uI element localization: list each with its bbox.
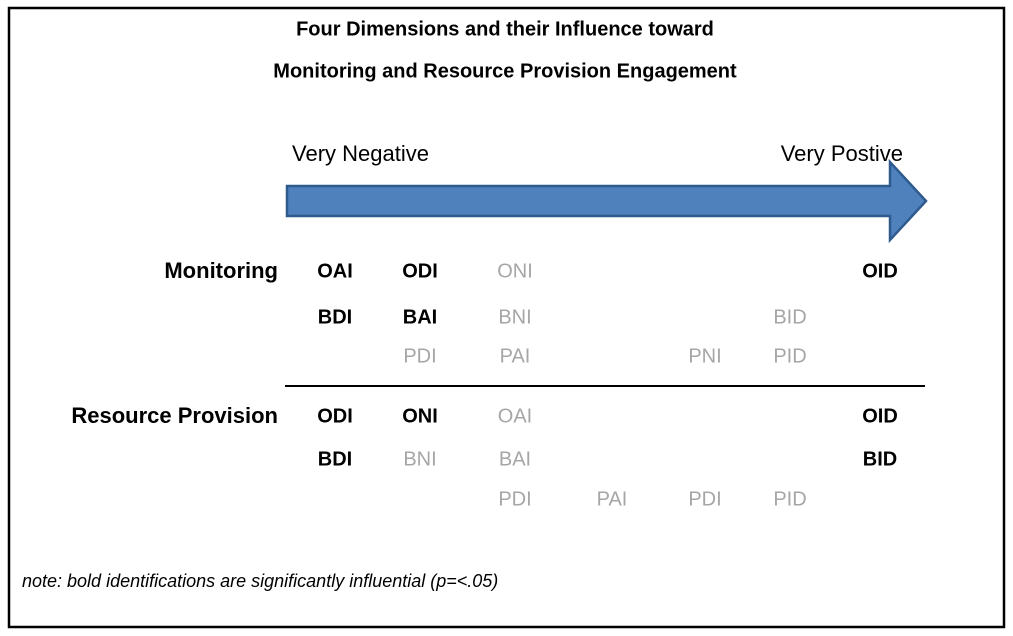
identification: BDI xyxy=(318,448,352,470)
scale-right: Very Postive xyxy=(781,141,903,166)
identification: PAI xyxy=(500,345,531,367)
frame xyxy=(7,6,1006,629)
identification: ONI xyxy=(402,405,438,427)
identification: BID xyxy=(773,306,806,328)
group-label: Resource Provision xyxy=(71,403,278,428)
identification: OAI xyxy=(498,405,532,427)
identification: PNI xyxy=(688,345,721,367)
identification: BID xyxy=(863,448,897,470)
identification: ODI xyxy=(402,260,438,282)
group-label: Monitoring xyxy=(164,258,278,283)
identification: BNI xyxy=(498,306,531,328)
identification: BDI xyxy=(318,306,352,328)
scale-left: Very Negative xyxy=(292,141,429,166)
identification: OID xyxy=(862,405,898,427)
identification: BNI xyxy=(403,448,436,470)
identification: ONI xyxy=(497,260,533,282)
identification: BAI xyxy=(499,448,531,470)
note: note: bold identifications are significa… xyxy=(22,571,498,591)
identification: ODI xyxy=(317,405,353,427)
identification: BAI xyxy=(403,306,437,328)
title-line: Four Dimensions and their Influence towa… xyxy=(296,18,714,40)
title-line: Monitoring and Resource Provision Engage… xyxy=(273,60,737,82)
identification: PDI xyxy=(403,345,436,367)
identification: PID xyxy=(773,488,806,510)
identification: PDI xyxy=(688,488,721,510)
identification: OID xyxy=(862,260,898,282)
identification: OAI xyxy=(317,260,353,282)
identification: PID xyxy=(773,345,806,367)
arrow xyxy=(285,158,928,244)
identification: PAI xyxy=(597,488,628,510)
identification: PDI xyxy=(498,488,531,510)
